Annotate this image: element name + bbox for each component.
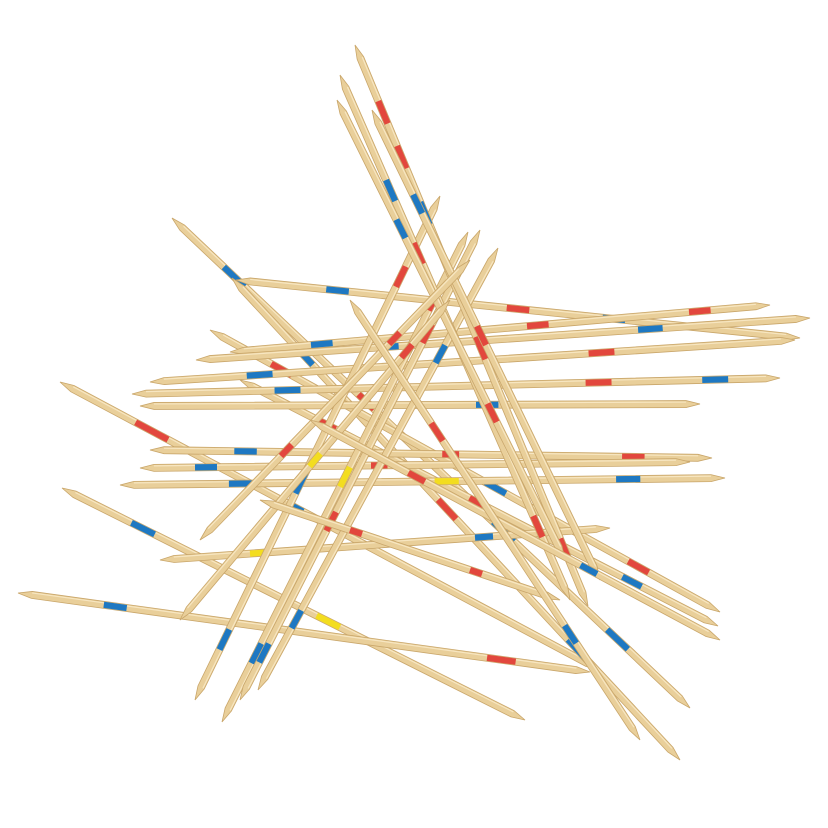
stick-highlight (344, 111, 562, 547)
blue-band (310, 339, 333, 349)
yellow-band (307, 451, 323, 469)
pick-up-stick (17, 591, 591, 674)
stick-highlight (242, 286, 673, 749)
blue-band (256, 642, 272, 664)
blue-band (130, 520, 156, 538)
red-band (486, 654, 517, 665)
red-band (474, 324, 489, 347)
stick-highlight (322, 424, 709, 633)
blue-band (325, 286, 350, 295)
blue-band (383, 178, 399, 203)
stick-highlight (145, 375, 766, 393)
red-band (134, 419, 170, 443)
pick-up-stick (309, 419, 721, 641)
pick-up-stick (131, 374, 781, 398)
red-band (435, 497, 459, 522)
stick-body (149, 337, 796, 385)
red-band (406, 470, 427, 485)
red-band (622, 453, 645, 461)
red-band (278, 442, 295, 459)
blue-band (228, 480, 254, 487)
red-band (386, 330, 403, 347)
stick-body (17, 591, 591, 674)
red-band (626, 558, 651, 576)
blue-band (410, 193, 425, 215)
blue-band (246, 370, 273, 379)
blue-band (234, 448, 257, 455)
red-band (688, 307, 711, 316)
red-band (375, 99, 391, 125)
red-band (469, 567, 483, 577)
blue-band (562, 623, 579, 645)
blue-band (432, 343, 448, 365)
red-band (526, 321, 549, 330)
stick-body (199, 259, 471, 541)
yellow-band (434, 477, 459, 485)
pick-up-stick (149, 337, 796, 385)
stick-highlight (273, 501, 548, 595)
pick-up-stick (179, 299, 451, 621)
blue-band (103, 601, 128, 612)
pick-up-stick (259, 499, 561, 601)
red-band (506, 304, 530, 314)
blue-band (616, 475, 641, 483)
blue-band (620, 574, 643, 590)
blue-band (216, 628, 233, 651)
stick-highlight (358, 310, 635, 728)
stick-body (354, 44, 589, 607)
pick-up-stick (336, 99, 566, 561)
blue-band (274, 386, 301, 394)
red-band (484, 402, 500, 424)
stick-highlight (207, 268, 460, 529)
blue-band (637, 324, 663, 333)
pick-up-stick (61, 487, 526, 721)
blue-band (393, 218, 409, 240)
blue-band (248, 642, 265, 665)
blue-band (288, 608, 304, 630)
blue-band (221, 264, 247, 289)
red-band (530, 514, 546, 539)
blue-band (579, 562, 599, 577)
red-band (349, 527, 363, 537)
stick-body (194, 195, 441, 701)
red-band (585, 379, 612, 386)
pick-up-stick (199, 259, 471, 541)
pick-up-stick (354, 44, 589, 607)
red-band (473, 335, 489, 361)
red-band (399, 342, 415, 360)
red-band (428, 421, 446, 443)
stick-highlight (209, 316, 796, 358)
blue-band (702, 376, 729, 384)
blue-band (604, 627, 630, 652)
stick-body (61, 487, 526, 721)
red-band (393, 265, 409, 289)
stick-body (239, 229, 481, 701)
blue-band (194, 464, 218, 471)
red-band (588, 348, 615, 357)
yellow-band (337, 465, 353, 489)
stick-highlight (153, 459, 676, 467)
blue-band (474, 533, 494, 541)
red-band (394, 144, 410, 170)
stick-body (259, 499, 561, 601)
pick-up-stick (349, 299, 641, 741)
yellow-band (315, 612, 342, 630)
